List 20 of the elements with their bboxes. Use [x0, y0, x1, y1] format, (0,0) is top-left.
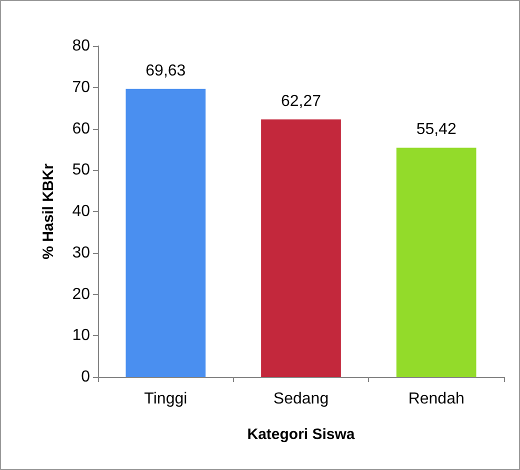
y-tick-label: 60: [72, 120, 90, 138]
y-tick-label: 50: [72, 162, 90, 179]
bar: [261, 119, 341, 377]
y-tick-label: 30: [72, 244, 90, 262]
x-tick-label: Sedang: [273, 390, 329, 408]
y-axis-title: % Hasil KBKr: [40, 163, 57, 260]
data-label: 55,42: [416, 121, 456, 138]
y-tick-label: 20: [72, 286, 90, 303]
x-axis-title: Kategori Siswa: [247, 426, 356, 443]
y-tick-label: 80: [72, 38, 90, 54]
x-tick-label: Tinggi: [144, 390, 188, 408]
y-tick-label: 0: [81, 368, 90, 386]
data-label: 62,27: [280, 92, 322, 110]
data-label: 69,63: [146, 62, 186, 80]
x-tick-label: Rendah: [408, 390, 464, 408]
bar: [126, 88, 206, 377]
y-tick-label: 70: [72, 78, 90, 96]
bar: [396, 148, 476, 377]
y-tick-label: 40: [72, 203, 90, 220]
y-tick-label: 10: [72, 327, 90, 344]
